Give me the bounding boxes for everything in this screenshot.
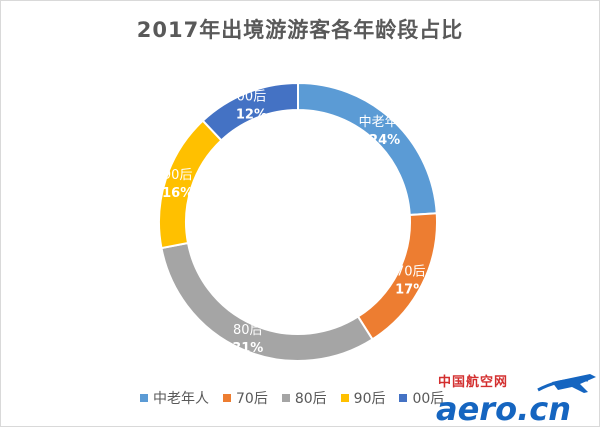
watermark-top-text: 中国航空网 <box>438 374 508 390</box>
watermark-main-text: aero.cn <box>436 390 571 427</box>
legend-label: 00后 <box>412 391 445 407</box>
legend-swatch <box>140 394 148 402</box>
donut-slice <box>297 81 438 217</box>
slice-value-label: 31% <box>232 341 263 356</box>
legend: 中老年人 70后 80后 90后 00后 <box>140 388 458 408</box>
legend-label: 中老年人 <box>153 391 209 407</box>
slice-category-label: 70后 <box>396 264 426 279</box>
chart-title: 2017年出境游游客各年龄段占比 <box>136 18 464 42</box>
legend-item: 00后 <box>399 388 444 408</box>
slice-category-label: 00后 <box>237 89 267 104</box>
legend-swatch <box>340 394 349 402</box>
legend-swatch <box>399 394 408 402</box>
slice-value-label: 16% <box>162 186 193 201</box>
legend-swatch <box>223 394 231 402</box>
legend-item: 90后 <box>340 388 386 408</box>
slice-category-label: 中老年人 <box>359 115 411 130</box>
donut-slice <box>160 241 374 362</box>
legend-label: 90后 <box>353 391 386 407</box>
legend-label: 80后 <box>294 391 327 407</box>
legend-label: 70后 <box>236 391 268 407</box>
donut-slice <box>201 81 299 142</box>
slice-value-label: 12% <box>236 107 267 122</box>
aero-cn-watermark: 中国航空网 aero.cn <box>436 374 596 427</box>
donut-slice <box>158 119 223 250</box>
slice-value-label: 17% <box>395 282 426 297</box>
slice-value-label: 24% <box>369 133 400 148</box>
slice-category-label: 80后 <box>233 323 263 338</box>
slice-category-label: 90后 <box>163 168 193 183</box>
legend-swatch <box>281 394 290 402</box>
legend-item: 中老年人 <box>140 388 209 408</box>
legend-item: 80后 <box>281 388 327 408</box>
legend-item: 70后 <box>223 388 268 408</box>
